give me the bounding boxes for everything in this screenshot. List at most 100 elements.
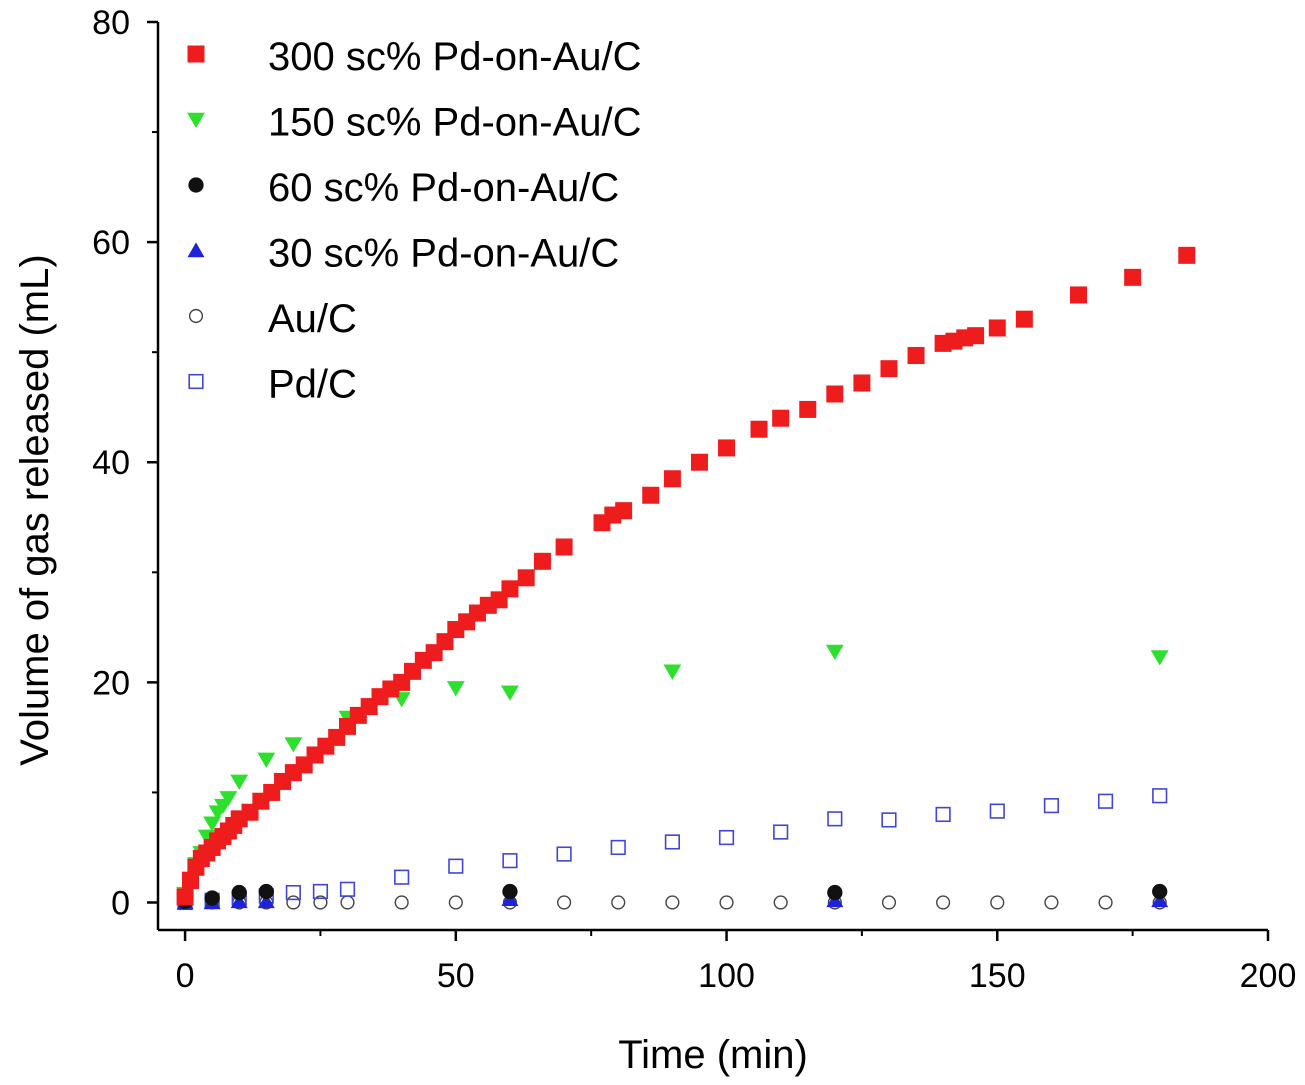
- data-point: [448, 858, 464, 874]
- plot-area: [156, 22, 1268, 932]
- data-point: [219, 791, 238, 807]
- legend-item: Pd/C: [188, 363, 357, 407]
- data-point: [230, 893, 248, 909]
- data-point: [181, 871, 199, 889]
- data-point: [394, 869, 410, 885]
- series-1: [176, 644, 1169, 903]
- legend-marker: [188, 177, 204, 193]
- legend-label: Pd/C: [268, 363, 357, 407]
- data-point: [719, 895, 734, 910]
- data-point: [1150, 650, 1169, 666]
- data-point: [1152, 788, 1168, 804]
- data-point: [557, 895, 572, 910]
- data-point: [1044, 895, 1059, 910]
- data-point: [990, 895, 1005, 910]
- data-point: [204, 890, 220, 906]
- data-point: [967, 327, 985, 345]
- data-point: [312, 883, 329, 900]
- legend-item: 30 sc% Pd-on-Au/C: [187, 232, 619, 276]
- data-point: [555, 538, 573, 556]
- data-point: [750, 420, 768, 438]
- data-point: [665, 895, 680, 910]
- data-point: [718, 829, 735, 846]
- data-point: [936, 895, 951, 910]
- axis-ticks: 0 50 100 150 200 0 20 40 60 80: [92, 4, 1296, 995]
- data-point: [285, 884, 301, 901]
- x-tick-label: 150: [969, 957, 1026, 995]
- data-point: [642, 486, 660, 504]
- legend-marker: [187, 242, 205, 258]
- data-point: [826, 385, 844, 403]
- data-point: [663, 664, 682, 680]
- data-point: [258, 883, 274, 900]
- data-point: [284, 737, 303, 753]
- data-point: [690, 453, 708, 471]
- data-point: [257, 893, 275, 909]
- data-point: [610, 839, 626, 856]
- series-5: [177, 788, 1168, 911]
- data-point: [502, 883, 518, 900]
- data-point: [502, 853, 518, 869]
- y-axis-title: Volume of gas released (mL): [13, 254, 57, 765]
- data-point: [1043, 798, 1060, 814]
- data-point: [340, 895, 355, 910]
- data-point: [313, 895, 328, 910]
- legend-label: 300 sc% Pd-on-Au/C: [268, 35, 642, 79]
- data-point: [611, 895, 626, 910]
- legend-label: Au/C: [268, 297, 357, 341]
- data-point: [286, 895, 301, 910]
- y-tick-label: 60: [92, 224, 130, 262]
- data-point: [448, 895, 463, 910]
- data-point: [176, 888, 194, 906]
- y-tick-label: 40: [92, 444, 130, 482]
- data-point: [1152, 883, 1168, 900]
- data-point: [501, 580, 519, 598]
- legend-label: 150 sc% Pd-on-Au/C: [268, 101, 642, 145]
- data-point: [394, 895, 409, 910]
- legend-label: 30 sc% Pd-on-Au/C: [268, 232, 619, 276]
- x-tick-label: 50: [437, 957, 475, 995]
- data-point: [880, 360, 898, 378]
- legend-item: 300 sc% Pd-on-Au/C: [187, 35, 642, 79]
- data-point: [988, 319, 1006, 337]
- x-axis-title: Time (min): [618, 1033, 808, 1077]
- data-point: [664, 834, 680, 850]
- data-point: [773, 895, 788, 910]
- data-point: [718, 439, 736, 457]
- legend-item: Au/C: [188, 297, 357, 341]
- data-point: [1069, 286, 1087, 304]
- x-tick-label: 100: [698, 957, 755, 995]
- legend-item: 150 sc% Pd-on-Au/C: [187, 101, 642, 145]
- data-point: [1124, 268, 1142, 286]
- data-point: [231, 884, 247, 901]
- legend: 300 sc% Pd-on-Au/C 150 sc% Pd-on-Au/C 60 s…: [187, 35, 642, 407]
- legend-item: 60 sc% Pd-on-Au/C: [188, 166, 619, 210]
- data-point: [881, 812, 897, 828]
- data-point: [446, 681, 465, 697]
- data-point: [1098, 895, 1113, 910]
- data-point: [907, 346, 925, 364]
- data-point: [853, 374, 871, 392]
- legend-label: 60 sc% Pd-on-Au/C: [268, 166, 619, 210]
- data-point: [615, 502, 633, 520]
- y-tick-label: 80: [92, 4, 130, 42]
- legend-marker: [188, 373, 204, 390]
- data-point: [257, 752, 276, 768]
- legend-marker: [188, 308, 204, 324]
- x-tick-label: 0: [176, 957, 195, 995]
- data-point: [230, 774, 249, 790]
- x-tick-label: 200: [1240, 957, 1297, 995]
- data-point: [772, 409, 790, 427]
- data-point: [1015, 310, 1033, 328]
- legend-marker: [187, 112, 205, 128]
- data-point: [556, 846, 572, 862]
- data-point: [989, 803, 1005, 819]
- data-point: [517, 569, 535, 587]
- legend-marker: [187, 45, 205, 63]
- data-point: [1097, 793, 1114, 809]
- data-point: [339, 881, 356, 897]
- data-point: [1178, 246, 1196, 264]
- data-point: [773, 824, 789, 840]
- data-point: [799, 400, 817, 418]
